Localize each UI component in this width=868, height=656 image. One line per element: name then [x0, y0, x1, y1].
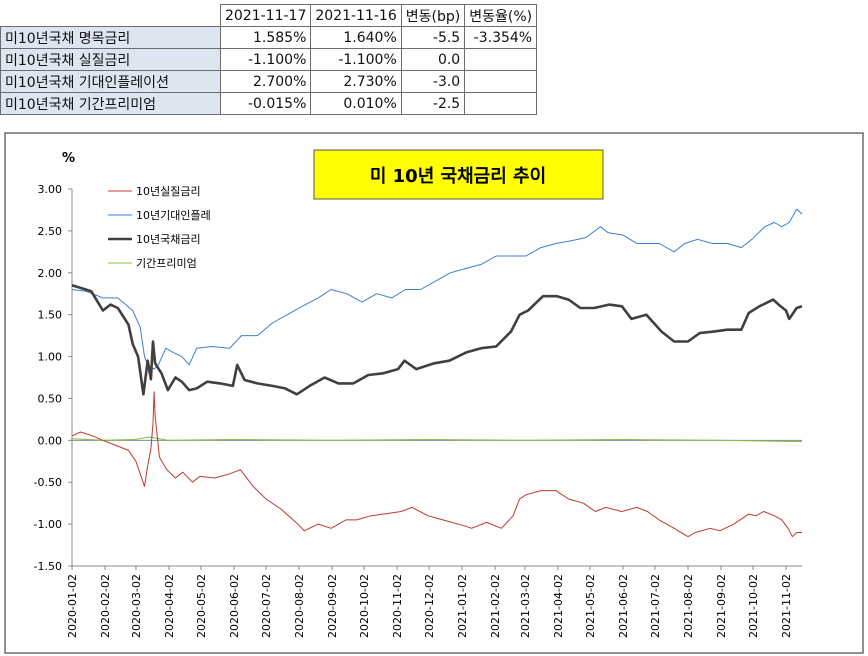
table-row: 미10년국채 실질금리 -1.100% -1.100% 0.0 — [0, 48, 538, 71]
row-label: 미10년국채 실질금리 — [0, 48, 221, 71]
x-tick-label: 2020-02-02 — [99, 574, 112, 638]
y-tick-label: 1.00 — [38, 351, 63, 364]
table-row: 미10년국채 기간프리미엄 -0.015% 0.010% -2.5 — [0, 92, 538, 115]
table-cell: -1.100% — [219, 48, 312, 71]
x-tick-label: 2020-04-02 — [163, 574, 176, 638]
x-tick-label: 2021-11-02 — [780, 574, 793, 638]
y-tick-label: 0.00 — [38, 434, 63, 447]
header-change-pct: 변동율(%) — [464, 4, 538, 27]
x-tick-label: 2020-07-02 — [260, 574, 273, 638]
x-tick-label: 2020-09-02 — [326, 574, 339, 638]
table-cell: 1.640% — [310, 26, 402, 49]
x-tick-label: 2021-07-02 — [649, 574, 662, 638]
chart-title: 미 10년 국채금리 추이 — [370, 166, 546, 187]
table-row: 미10년국채 명목금리 1.585% 1.640% -5.5 -3.354% — [0, 26, 538, 49]
y-tick-label: -1.00 — [34, 518, 62, 531]
x-tick-label: 2020-05-02 — [195, 574, 208, 638]
series-line — [71, 391, 802, 538]
x-tick-label: 2020-06-02 — [228, 574, 241, 638]
legend-label: 기간프리미엄 — [136, 257, 197, 270]
header-date-previous: 2021-11-16 — [310, 4, 402, 27]
y-tick-label: 2.50 — [38, 225, 63, 238]
table-cell: -3.0 — [400, 70, 466, 93]
table-cell: 0.010% — [310, 92, 402, 115]
y-tick-label: -0.50 — [34, 476, 62, 489]
table-cell — [464, 70, 538, 93]
header-date-current: 2021-11-17 — [219, 4, 312, 27]
table-cell — [464, 48, 538, 71]
table-cell: -1.100% — [310, 48, 402, 71]
table-cell: -5.5 — [400, 26, 466, 49]
table-cell — [464, 92, 538, 115]
y-axis-label: % — [62, 151, 75, 166]
x-tick-label: 2021-02-02 — [489, 574, 502, 638]
table-cell: -3.354% — [464, 26, 538, 49]
row-label: 미10년국채 기간프리미엄 — [0, 92, 221, 115]
y-tick-label: 0.50 — [38, 392, 63, 405]
table-cell: 2.730% — [310, 70, 402, 93]
axes: 3.00 2.50 2.00 1.50 1.00 0.50 0.00 -0.50 -1.00 -1… — [34, 183, 802, 638]
table-cell: -2.5 — [400, 92, 466, 115]
y-tick-label: -1.50 — [34, 560, 62, 573]
rate-trend-chart: 미 10년 국채금리 추이 % 3.00 2.50 2.00 1.50 1.00 0.50… — [0, 129, 868, 656]
series-line — [71, 284, 803, 396]
rate-summary-table: 2021-11-17 2021-11-16 변동(bp) 변동율(%) 미10년… — [0, 4, 538, 115]
series-line — [71, 436, 803, 443]
y-tick-label: 3.00 — [38, 183, 63, 196]
legend-label: 10년국채금리 — [136, 233, 201, 246]
x-tick-label: 2021-01-02 — [456, 574, 469, 638]
x-tick-label: 2021-06-02 — [617, 574, 630, 638]
x-tick-label: 2020-03-02 — [130, 574, 143, 638]
x-tick-label: 2020-01-02 — [66, 574, 79, 638]
x-tick-label: 2020-08-02 — [293, 574, 306, 638]
series-line — [71, 208, 803, 370]
x-tick-label: 2021-03-02 — [519, 574, 532, 638]
legend-label: 10년기대인플레 — [136, 209, 211, 222]
table-row: 미10년국채 기대인플레이션 2.700% 2.730% -3.0 — [0, 70, 538, 93]
x-tick-label: 2021-10-02 — [747, 574, 760, 638]
legend-label: 10년실질금리 — [136, 185, 201, 198]
chart-canvas: 미 10년 국채금리 추이 % 3.00 2.50 2.00 1.50 1.00 0.50… — [4, 132, 864, 654]
table-corner-cell — [0, 4, 221, 27]
x-tick-label: 2021-08-02 — [682, 574, 695, 638]
legend-box — [100, 178, 230, 273]
table-cell: -0.015% — [219, 92, 312, 115]
x-tick-label: 2021-09-02 — [715, 574, 728, 638]
row-label: 미10년국채 기대인플레이션 — [0, 70, 221, 93]
x-tick-label: 2020-12-02 — [423, 574, 436, 638]
x-tick-label: 2021-05-02 — [584, 574, 597, 638]
header-change-bp: 변동(bp) — [400, 4, 466, 27]
y-tick-label: 2.00 — [38, 267, 63, 280]
x-tick-label: 2020-11-02 — [391, 574, 404, 638]
table-cell: 1.585% — [219, 26, 312, 49]
table-header-row: 2021-11-17 2021-11-16 변동(bp) 변동율(%) — [0, 4, 538, 27]
series-layer — [71, 208, 803, 538]
table-cell: 0.0 — [400, 48, 466, 71]
chart-title-box — [313, 149, 604, 200]
row-label: 미10년국채 명목금리 — [0, 26, 221, 49]
x-tick-label: 2020-10-02 — [358, 574, 371, 638]
table-cell: 2.700% — [219, 70, 312, 93]
x-tick-label: 2021-04-02 — [552, 574, 565, 638]
y-tick-label: 1.50 — [38, 309, 63, 322]
